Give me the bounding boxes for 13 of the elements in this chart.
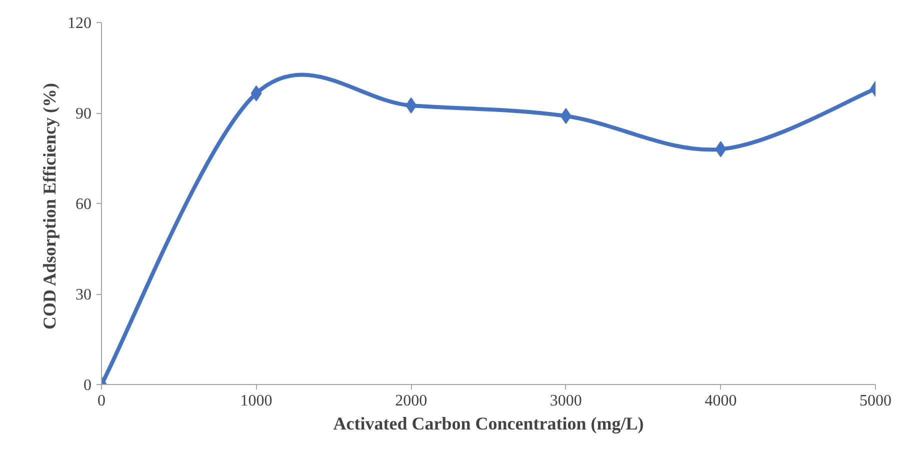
y-axis-title: COD Adsorption Efficiency (%) <box>40 82 60 330</box>
y-tick-label: 90 <box>76 106 92 122</box>
x-tick-label: 2000 <box>395 392 428 410</box>
y-tick-label: 30 <box>76 286 92 304</box>
x-tick-label: 0 <box>98 392 106 410</box>
x-tick-label: 5000 <box>860 392 892 410</box>
y-tick-label: 60 <box>76 196 92 213</box>
x-tick-label: 1000 <box>240 392 272 410</box>
y-tick-label: 120 <box>68 15 92 32</box>
x-axis-title: Activated Carbon Concentration (mg/L) <box>333 414 644 434</box>
x-tick-label: 4000 <box>704 392 737 410</box>
y-tick-label: 0 <box>84 377 92 394</box>
x-tick-label: 3000 <box>550 392 582 410</box>
